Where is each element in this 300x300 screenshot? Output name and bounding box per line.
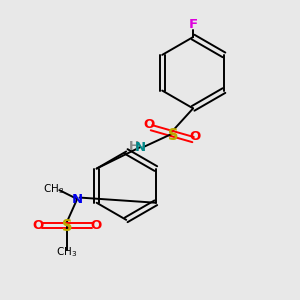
Text: N: N (72, 193, 83, 206)
Text: O: O (32, 219, 44, 232)
Text: S: S (62, 219, 73, 234)
Text: CH$_3$: CH$_3$ (43, 182, 64, 196)
Text: O: O (143, 118, 155, 130)
Text: CH$_3$: CH$_3$ (56, 246, 77, 260)
Text: F: F (188, 18, 198, 31)
Text: O: O (190, 130, 201, 142)
Text: N: N (135, 140, 146, 154)
Text: H: H (129, 140, 140, 153)
Text: S: S (168, 128, 178, 142)
Text: O: O (90, 219, 101, 232)
